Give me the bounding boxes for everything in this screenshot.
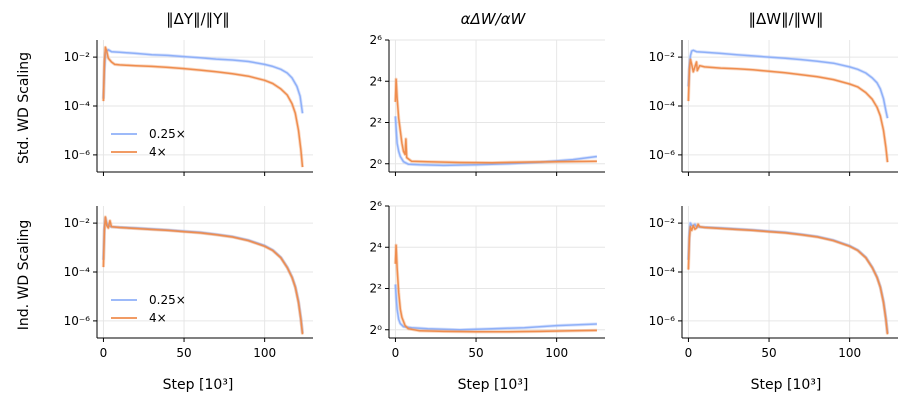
series-line-blue bbox=[102, 217, 304, 334]
row-label-ind: Ind. WD Scaling bbox=[16, 220, 32, 331]
column-title-2: αΔW/αW bbox=[461, 10, 527, 28]
panel-ind-dy: 10⁻² 10⁻⁴ 10⁻⁶ 0 50 100 0.25× 4× bbox=[64, 206, 313, 360]
y-tick-label: 10⁻⁶ bbox=[64, 314, 91, 328]
y-tick-label: 2⁴ bbox=[370, 240, 383, 254]
series-line-blue bbox=[102, 49, 304, 114]
series-band-orange bbox=[393, 77, 597, 165]
panel-std-dw: 10⁻² 10⁻⁴ 10⁻⁶ bbox=[649, 40, 898, 176]
x-tick-label: 0 bbox=[685, 346, 693, 360]
x-tick-label: 100 bbox=[838, 346, 861, 360]
series-band-blue bbox=[393, 284, 597, 332]
series-band-blue bbox=[393, 116, 598, 167]
x-tick-label: 0 bbox=[100, 346, 108, 360]
series-band-blue bbox=[101, 48, 305, 114]
y-tick-label: 10⁻² bbox=[649, 50, 676, 64]
panel-std-alpha: 2⁰ 2² 2⁴ 2⁶ bbox=[370, 33, 605, 176]
x-tick-label: 0 bbox=[392, 346, 400, 360]
series-band-blue bbox=[686, 48, 890, 119]
series-band-orange bbox=[686, 222, 890, 335]
panel-ind-dw: 10⁻² 10⁻⁴ 10⁻⁶ 0 50 100 bbox=[649, 206, 898, 360]
y-tick-label: 10⁻⁴ bbox=[64, 99, 91, 113]
legend-label: 4× bbox=[149, 311, 167, 325]
x-axis-label-1: Step [10³] bbox=[163, 377, 234, 393]
row-label-std: Std. WD Scaling bbox=[16, 52, 32, 164]
series-band-blue bbox=[101, 216, 305, 334]
series-band-blue bbox=[686, 221, 890, 334]
y-tick-label: 10⁻⁶ bbox=[64, 148, 91, 162]
y-tick-label: 2² bbox=[370, 116, 383, 130]
x-tick-label: 100 bbox=[253, 346, 276, 360]
column-title-1: ‖ΔY‖/‖Y‖ bbox=[166, 10, 230, 28]
series-line-orange bbox=[394, 244, 597, 333]
y-tick-label: 10⁻² bbox=[64, 216, 91, 230]
x-tick-label: 100 bbox=[545, 346, 568, 360]
series-line-orange bbox=[687, 223, 889, 335]
series-line-orange bbox=[394, 78, 597, 164]
y-tick-label: 10⁻⁴ bbox=[649, 99, 676, 113]
y-tick-label: 2⁰ bbox=[370, 157, 383, 171]
x-tick-label: 50 bbox=[468, 346, 483, 360]
y-tick-label: 2⁶ bbox=[370, 199, 383, 213]
x-tick-label: 50 bbox=[176, 346, 191, 360]
series-line-blue bbox=[394, 284, 597, 331]
panel-ind-alpha: 2⁰ 2² 2⁴ 2⁶ 0 50 100 bbox=[370, 199, 605, 360]
y-tick-label: 2⁰ bbox=[370, 323, 383, 337]
panel-std-dy: 10⁻² 10⁻⁴ 10⁻⁶ 0.25× 4× bbox=[64, 40, 313, 176]
y-tick-label: 10⁻⁶ bbox=[649, 314, 676, 328]
series-line-blue bbox=[687, 49, 889, 119]
series-line-orange bbox=[687, 58, 889, 163]
series-line-orange bbox=[102, 46, 304, 168]
column-title-3: ‖ΔW‖/‖W‖ bbox=[749, 10, 824, 28]
legend-label: 0.25× bbox=[149, 127, 186, 141]
x-axis-label-2: Step [10³] bbox=[458, 377, 529, 393]
legend-label: 4× bbox=[149, 145, 167, 159]
y-tick-label: 10⁻⁶ bbox=[649, 148, 676, 162]
series-band-orange bbox=[101, 215, 305, 335]
series-line-orange bbox=[102, 216, 304, 335]
legend-label: 0.25× bbox=[149, 293, 186, 307]
y-tick-label: 10⁻⁴ bbox=[649, 265, 676, 279]
y-tick-label: 10⁻² bbox=[649, 216, 676, 230]
x-tick-label: 50 bbox=[761, 346, 776, 360]
y-tick-label: 10⁻⁴ bbox=[64, 265, 91, 279]
y-tick-label: 2⁴ bbox=[370, 74, 383, 88]
y-tick-label: 2² bbox=[370, 282, 383, 296]
series-line-blue bbox=[687, 222, 889, 334]
series-line-blue bbox=[394, 116, 597, 167]
y-tick-label: 10⁻² bbox=[64, 50, 91, 64]
y-tick-label: 2⁶ bbox=[370, 33, 383, 47]
series-band-orange bbox=[686, 58, 890, 163]
x-axis-label-3: Step [10³] bbox=[751, 377, 822, 393]
